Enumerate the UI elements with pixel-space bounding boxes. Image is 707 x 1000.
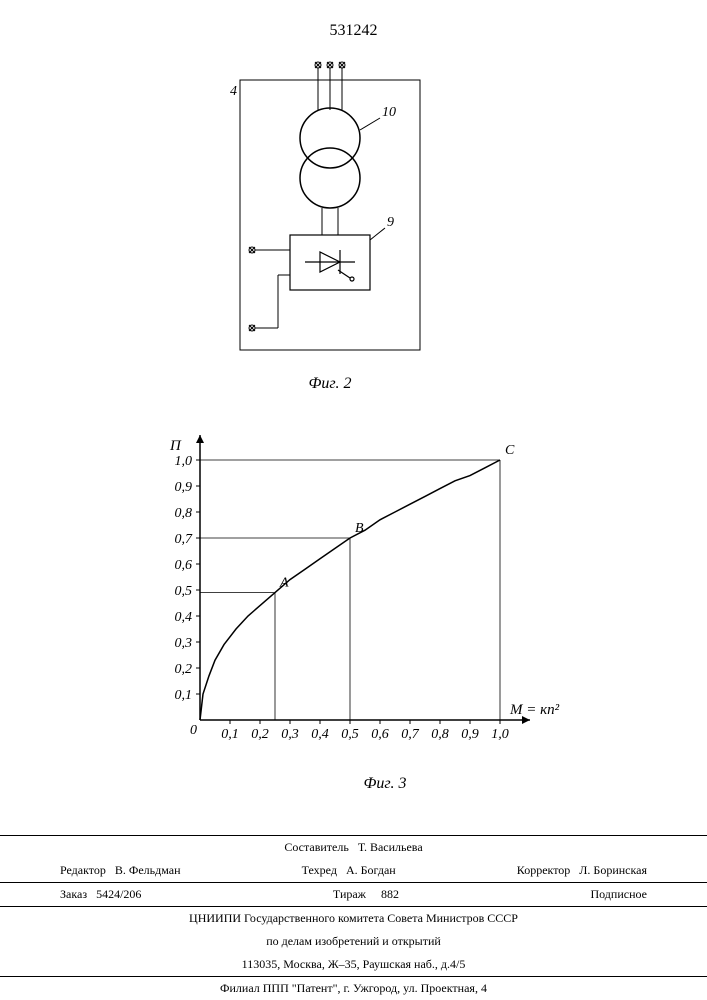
svg-text:0,1: 0,1 [175,688,193,703]
tirage-value: 882 [381,887,399,901]
svg-text:B: B [355,521,364,536]
svg-text:0,5: 0,5 [175,584,193,599]
figure-2: 4 1 [230,50,430,400]
svg-text:1,0: 1,0 [175,454,193,469]
editor-label: Редактор [60,863,106,877]
composer-value: Т. Васильева [358,840,423,854]
svg-text:M = кп²: M = кп² [509,702,560,718]
svg-text:0,6: 0,6 [371,727,389,742]
label-10: 10 [382,105,396,120]
subscription-label: Подписное [590,887,647,902]
techred-label: Техред [302,863,337,877]
figure-3-caption: Фиг. 3 [190,775,580,793]
svg-text:4: 4 [230,84,237,99]
figure-3: 0,1 0,2 0,3 0,4 0,5 0,6 0,7 0,8 0,9 1,0 0,1 0,2 0,3 0… [130,420,580,800]
order-value: 5424/206 [96,887,141,901]
svg-text:0,3: 0,3 [175,636,193,651]
svg-text:0,8: 0,8 [175,506,193,521]
techred-value: А. Богдан [346,863,396,877]
org-line-2: по делам изобретений и открытий [0,930,707,953]
svg-text:0,7: 0,7 [401,727,420,742]
svg-text:0,5: 0,5 [341,727,359,742]
svg-text:0,9: 0,9 [461,727,479,742]
tirage-label: Тираж [333,887,366,901]
svg-text:A: A [279,576,289,591]
svg-text:П: П [169,438,182,454]
address-2: Филиал ППП "Патент", г. Ужгород, ул. Про… [0,977,707,1000]
svg-text:0,7: 0,7 [175,532,194,547]
corrector-label: Корректор [517,863,571,877]
svg-text:0,2: 0,2 [251,727,269,742]
figure-2-caption: Фиг. 2 [230,375,430,393]
order-label: Заказ [60,887,87,901]
circuit-diagram-icon: 4 1 [230,50,430,370]
svg-text:1,0: 1,0 [491,727,509,742]
svg-text:0,1: 0,1 [221,727,239,742]
svg-text:0: 0 [190,723,197,738]
svg-text:0,8: 0,8 [431,727,449,742]
svg-text:0,6: 0,6 [175,558,193,573]
patent-number: 531242 [0,22,707,40]
label-9: 9 [387,215,394,230]
org-line-1: ЦНИИПИ Государственного комитета Совета … [0,906,707,930]
chart-icon: 0,1 0,2 0,3 0,4 0,5 0,6 0,7 0,8 0,9 1,0 0,1 0,2 0,3 0… [130,420,580,770]
svg-text:0,2: 0,2 [175,662,193,677]
svg-text:0,4: 0,4 [175,610,193,625]
page: 531242 4 [0,0,707,1000]
composer-label: Составитель [284,840,348,854]
corrector-value: Л. Боринская [579,863,647,877]
editor-value: В. Фельдман [115,863,181,877]
svg-text:C: C [505,443,515,458]
svg-text:0,9: 0,9 [175,480,193,495]
footer: Составитель Т. Васильева Редактор В. Фел… [0,835,707,1000]
address-1: 113035, Москва, Ж–35, Раушская наб., д.4… [0,953,707,977]
svg-text:0,4: 0,4 [311,727,329,742]
svg-text:0,3: 0,3 [281,727,299,742]
